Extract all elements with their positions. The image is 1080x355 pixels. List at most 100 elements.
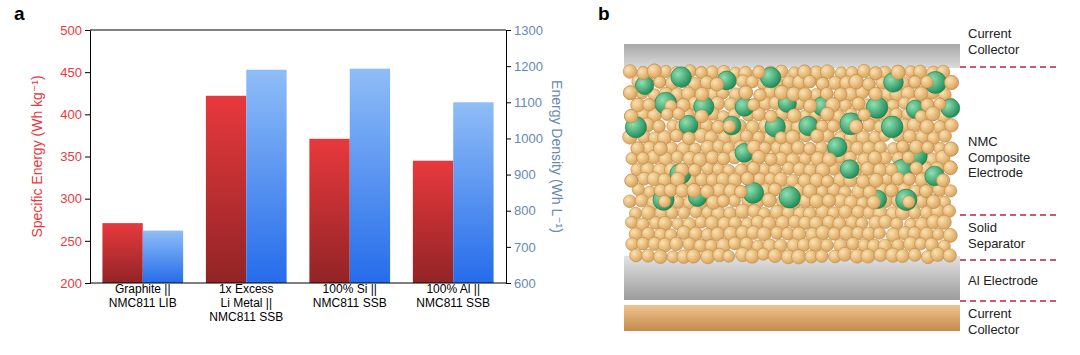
- electrolyte-particle: [869, 87, 882, 100]
- electrolyte-particle: [838, 247, 852, 261]
- tick: 1300: [506, 23, 543, 38]
- bar: [350, 69, 390, 283]
- electrolyte-particle: [664, 184, 677, 197]
- electrolyte-particle: [849, 120, 863, 134]
- electrolyte-particle: [687, 183, 701, 197]
- boundary-line: [960, 300, 1058, 302]
- tick: 200: [60, 276, 90, 291]
- electrolyte-particle: [908, 248, 921, 261]
- electrolyte-particle: [687, 249, 701, 263]
- electrolyte-particle: [745, 249, 759, 263]
- electrolyte-particle: [624, 109, 637, 122]
- axis-title: Energy Density (Wh L⁻¹): [549, 80, 565, 233]
- bar: [102, 223, 142, 283]
- electrolyte-particle: [671, 151, 683, 163]
- electrolyte-particle: [803, 75, 816, 88]
- electrolyte-particle: [921, 76, 934, 89]
- electrolyte-particle: [903, 173, 916, 186]
- electrolyte-particle: [936, 174, 949, 187]
- electrolyte-particle: [936, 174, 949, 187]
- tick: 100% Si ||NMC811 SSB: [313, 282, 387, 310]
- electrolyte-particle: [869, 173, 883, 187]
- electrolyte-particle: [868, 151, 882, 165]
- electrolyte-particle: [741, 172, 754, 185]
- electrolyte-particle: [653, 120, 665, 132]
- tick: 300: [60, 191, 90, 206]
- text-line: NMC: [968, 134, 998, 149]
- electrolyte-particle: [695, 110, 708, 123]
- nmc-particle: [671, 67, 691, 87]
- tick: 700: [506, 240, 536, 255]
- axis: Graphite ||NMC811 LIB1x ExcessLi Metal |…: [90, 282, 506, 324]
- electrolyte-particle: [762, 193, 776, 207]
- nmc-particle: [722, 116, 741, 135]
- panel-label: a: [14, 3, 25, 24]
- tick-label: 800: [514, 203, 536, 218]
- electrolyte-particle: [891, 172, 904, 185]
- tick-label: 1x ExcessLi Metal ||NMC811 SSB: [209, 282, 283, 324]
- text-line: NMC811 SSB: [313, 296, 387, 310]
- electrolyte-particle: [852, 97, 865, 110]
- text-line: Collector: [968, 42, 1020, 57]
- electrolyte-particle: [925, 107, 939, 121]
- tick-label: 700: [514, 240, 536, 255]
- tick-label: 500: [60, 23, 82, 38]
- boundary-line: [960, 66, 1058, 68]
- bar: [309, 139, 349, 283]
- tick-label: 300: [60, 191, 82, 206]
- tick-mark: [85, 30, 90, 31]
- tick: 600: [506, 276, 536, 291]
- electrolyte-particle: [820, 107, 834, 121]
- electrolyte-particle: [804, 143, 816, 155]
- electrolyte-particle: [867, 196, 880, 209]
- electrolyte-particle: [849, 75, 864, 90]
- electrolyte-particle: [643, 99, 655, 111]
- electrolyte-particle: [723, 120, 736, 133]
- electrolyte-particle: [902, 151, 914, 163]
- text-line: Li Metal ||: [220, 296, 272, 310]
- text-line: Solid: [968, 220, 997, 235]
- electrolyte-particle: [765, 153, 777, 165]
- text-line: Electrode: [968, 165, 1023, 180]
- tick-mark: [506, 175, 511, 176]
- electrolyte-particle: [792, 141, 805, 154]
- electrolyte-particle: [625, 174, 638, 187]
- electrolyte-particle: [891, 65, 905, 79]
- tick: 450: [60, 65, 90, 80]
- electrolyte-particle: [712, 120, 725, 133]
- tick-label: 350: [60, 149, 82, 164]
- tick: 1000: [506, 131, 543, 146]
- electrolyte-particle: [717, 195, 729, 207]
- text-line: 100% Si ||: [323, 282, 377, 296]
- tick-mark: [85, 241, 90, 242]
- text-line: Separator: [968, 236, 1026, 251]
- electrolyte-particle: [944, 75, 958, 89]
- electrolyte-particle: [762, 193, 776, 207]
- electrolyte-particle: [822, 194, 835, 207]
- electrolyte-particle: [803, 75, 816, 88]
- text-line: 100% Al ||: [426, 282, 480, 296]
- current-collector-top: [624, 44, 960, 68]
- electrolyte-particle: [712, 120, 725, 133]
- electrolyte-particle: [747, 99, 759, 111]
- tick-mark: [506, 66, 511, 67]
- electrolyte-particle: [717, 152, 730, 165]
- tick-label: 600: [514, 276, 536, 291]
- text-line: Collector: [968, 322, 1020, 337]
- electrolyte-particle: [858, 109, 870, 121]
- electrolyte-particle: [747, 99, 759, 111]
- tick-label: 400: [60, 107, 82, 122]
- electrolyte-particle: [664, 184, 677, 197]
- electrolyte-particle: [625, 174, 638, 187]
- tick-label: 1300: [514, 23, 543, 38]
- tick-label: 1000: [514, 131, 543, 146]
- axis-line: [85, 31, 91, 284]
- electrolyte-particle: [717, 195, 729, 207]
- tick-mark: [85, 283, 90, 284]
- electrolyte-particle: [873, 227, 885, 239]
- tick-label: 250: [60, 233, 82, 248]
- tick-mark: [85, 157, 90, 158]
- electrolyte-particle: [903, 196, 915, 208]
- electrolyte-particle: [922, 141, 934, 153]
- electrolyte-particle: [896, 249, 910, 263]
